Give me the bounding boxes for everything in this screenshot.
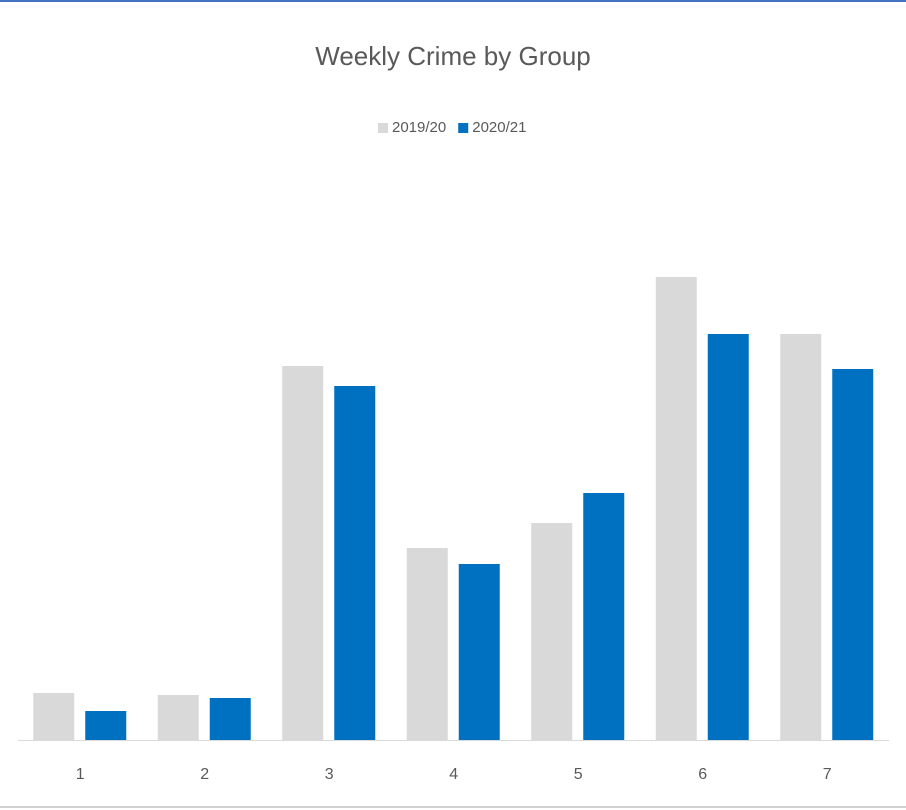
bar bbox=[406, 548, 448, 740]
bar bbox=[832, 369, 874, 740]
bar bbox=[531, 523, 573, 740]
top-border bbox=[0, 0, 906, 2]
bar bbox=[282, 366, 324, 740]
bottom-border bbox=[0, 806, 906, 808]
bar bbox=[458, 564, 500, 740]
x-tick-label: 5 bbox=[574, 766, 583, 783]
legend-label: 2019/20 bbox=[392, 119, 446, 136]
bar bbox=[157, 695, 199, 740]
bar bbox=[209, 698, 251, 740]
bar bbox=[85, 711, 127, 740]
chart-title: Weekly Crime by Group bbox=[315, 41, 591, 71]
x-tick-label: 3 bbox=[325, 766, 334, 783]
x-tick-label: 2 bbox=[200, 766, 209, 783]
x-tick-label: 7 bbox=[823, 766, 832, 783]
x-tick-label: 1 bbox=[76, 766, 85, 783]
bar bbox=[583, 493, 625, 740]
bar bbox=[780, 334, 822, 740]
legend-label: 2020/21 bbox=[472, 119, 526, 136]
bar bbox=[655, 277, 697, 740]
bar bbox=[707, 334, 749, 740]
bar bbox=[334, 386, 376, 740]
legend-swatch bbox=[378, 123, 388, 133]
x-tick-label: 6 bbox=[698, 766, 707, 783]
bar bbox=[33, 693, 75, 740]
x-tick-label: 4 bbox=[449, 766, 458, 783]
legend-swatch bbox=[458, 123, 469, 133]
